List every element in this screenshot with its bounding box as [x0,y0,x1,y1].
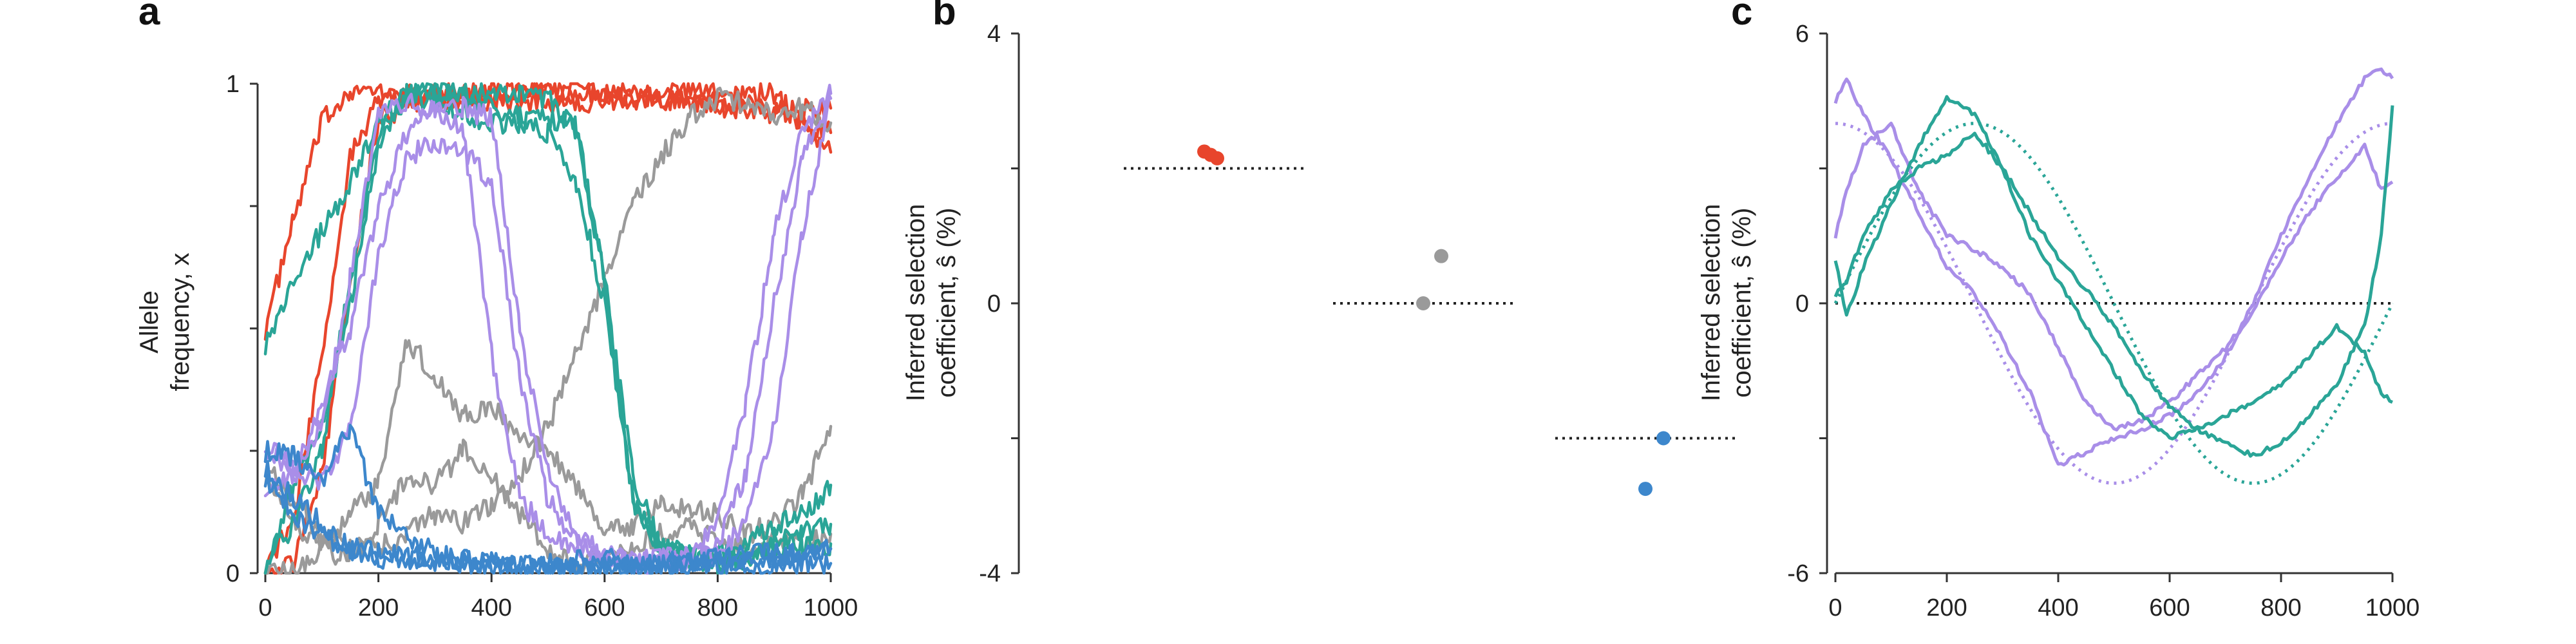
panel-label-b: b [933,0,956,33]
inferred-selection-line [1833,67,2394,467]
panel-c: c -6 0 6 0 200 400 600 800 1000 Inferred selection… [1697,0,2420,621]
y-tick-label: 0 [987,290,1001,317]
inferred-point [1434,249,1448,263]
y-axis-label: Inferred selection coefficient, ŝ (%) [902,204,961,402]
y-axis-label-line: Inferred selection [902,204,930,402]
trajectory-line [263,473,833,575]
y-axis-label-line: frequency, x [166,253,194,392]
x-tick-label: 1000 [2365,594,2420,621]
inferred-point [1416,296,1430,310]
y-axis-label-line: coefficient, ŝ (%) [1728,208,1756,398]
x-tick-label: 0 [258,594,272,621]
x-tick-label: 600 [584,594,625,621]
trajectory-line [263,460,833,575]
trajectory-line [263,82,833,575]
y-axis-label-line: Inferred selection [1697,204,1725,402]
y-tick-label: 6 [1795,21,1809,48]
true-selection-curve [1833,122,2394,485]
y-tick-label: 0 [226,560,240,587]
panel-a: a 0 1 0 200 400 600 800 1000 Allele frequency, x [135,0,858,621]
inferred-selection-line [1833,105,2394,458]
x-tick-label: 200 [1926,594,1967,621]
x-tick-label: 800 [697,594,738,621]
y-axis-label-line: Allele [135,290,164,354]
x-tick-label: 400 [471,594,511,621]
trajectory-line [263,86,833,560]
panel-label-c: c [1731,0,1752,33]
trajectory-line [263,95,833,575]
inferred-point [1638,482,1653,497]
trajectory-line [263,84,833,571]
inferred-selection-line [1833,95,2393,440]
x-tick-label: 1000 [804,594,858,621]
inferred-point [1656,431,1671,446]
x-tick-label: 400 [2038,594,2078,621]
x-tick-label: 0 [1828,594,1842,621]
panel-label-a: a [138,0,160,33]
y-axis-label: Allele frequency, x [135,253,194,392]
y-axis-label: Inferred selection coefficient, ŝ (%) [1697,204,1756,402]
y-tick-label: 1 [226,71,240,98]
y-tick-label: 0 [1795,290,1809,317]
y-tick-label: -4 [979,560,1001,587]
y-tick-label: 4 [987,21,1001,48]
y-axis-label-line: coefficient, ŝ (%) [933,208,961,398]
x-tick-label: 800 [2260,594,2301,621]
inferred-point [1210,151,1224,166]
trajectory-line [263,86,833,574]
inferred-selection-line [1833,121,2394,431]
x-tick-label: 600 [2149,594,2190,621]
y-tick-label: -6 [1787,560,1809,587]
true-selection-curve [1835,122,2393,485]
x-tick-label: 200 [358,594,399,621]
